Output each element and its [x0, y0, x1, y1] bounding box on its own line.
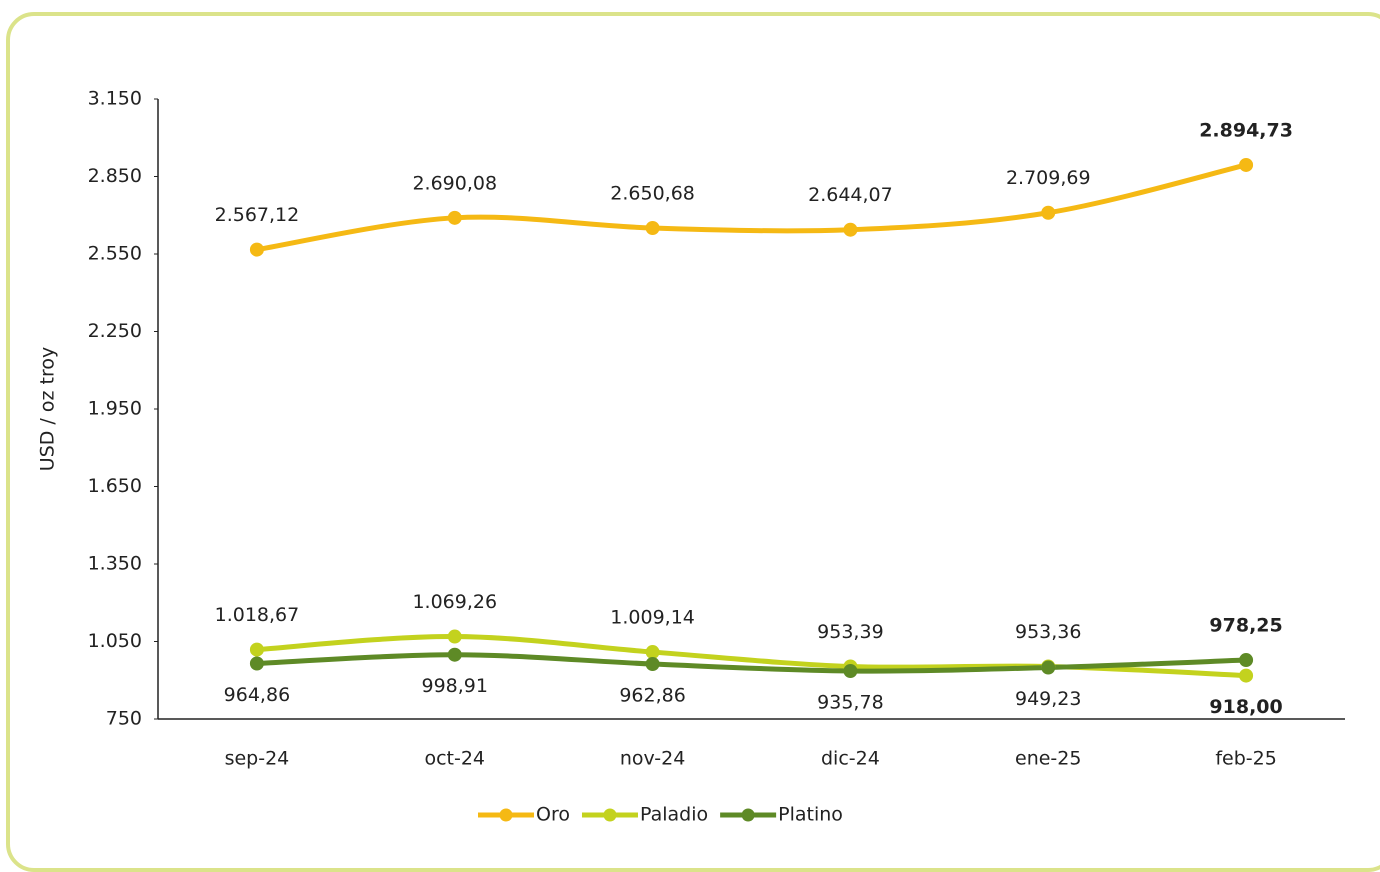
data-point	[1239, 668, 1254, 683]
y-tick-label: 2.250	[88, 320, 142, 342]
data-label: 2.567,12	[215, 204, 300, 226]
legend-marker	[499, 808, 513, 822]
x-tick-label: oct-24	[424, 748, 485, 770]
data-point	[843, 664, 858, 679]
y-tick-label: 3.150	[88, 88, 142, 110]
legend-label: Oro	[536, 804, 570, 826]
y-tick-label: 750	[106, 708, 142, 730]
legend-label: Platino	[778, 804, 843, 826]
series-line	[256, 652, 1247, 674]
data-point	[447, 647, 462, 662]
legend-marker	[741, 808, 755, 822]
data-label: 1.009,14	[610, 607, 695, 629]
y-tick-label: 1.650	[88, 475, 142, 497]
y-tick-label: 2.850	[88, 165, 142, 187]
data-label: 1.069,26	[412, 591, 497, 613]
x-tick-label: feb-25	[1215, 748, 1276, 770]
data-label: 2.644,07	[808, 184, 893, 206]
data-label: 1.018,67	[215, 604, 300, 626]
x-tick-label: nov-24	[620, 748, 685, 770]
data-label: 2.894,73	[1199, 119, 1293, 141]
data-point	[645, 645, 660, 660]
data-label: 953,36	[1015, 621, 1081, 643]
y-tick-label: 1.950	[88, 398, 142, 420]
x-tick-label: ene-25	[1015, 748, 1081, 770]
data-point	[1041, 205, 1056, 220]
chart: USD / oz troy 750 1.050 1.350 1.650 1.950 2.2…	[37, 88, 1345, 826]
x-tick-label: sep-24	[225, 748, 290, 770]
data-label: 962,86	[619, 685, 685, 707]
legend-marker	[603, 808, 617, 822]
data-point	[645, 220, 660, 235]
series-line	[256, 162, 1247, 253]
y-tick-label: 2.550	[88, 243, 142, 265]
data-point	[249, 642, 264, 657]
data-point	[447, 629, 462, 644]
data-label: 964,86	[224, 684, 290, 706]
data-label: 2.650,68	[610, 182, 695, 204]
data-point	[843, 222, 858, 237]
x-tick-label: dic-24	[821, 748, 880, 770]
data-label: 918,00	[1209, 696, 1282, 718]
data-point	[447, 210, 462, 225]
data-label: 2.709,69	[1006, 167, 1091, 189]
data-point	[645, 657, 660, 672]
data-point	[249, 242, 264, 257]
data-point	[1239, 157, 1254, 172]
legend-label: Paladio	[640, 804, 708, 826]
data-label: 935,78	[817, 692, 883, 714]
data-point	[1239, 653, 1254, 668]
data-point	[1041, 660, 1056, 675]
y-axis-label: USD / oz troy	[37, 347, 59, 471]
data-label: 949,23	[1015, 688, 1081, 710]
data-label: 2.690,08	[412, 172, 497, 194]
data-point	[249, 656, 264, 671]
data-label: 998,91	[422, 675, 488, 697]
y-tick-label: 1.350	[88, 553, 142, 575]
data-label: 978,25	[1209, 615, 1282, 637]
y-tick-label: 1.050	[88, 630, 142, 652]
data-label: 953,39	[817, 621, 883, 643]
